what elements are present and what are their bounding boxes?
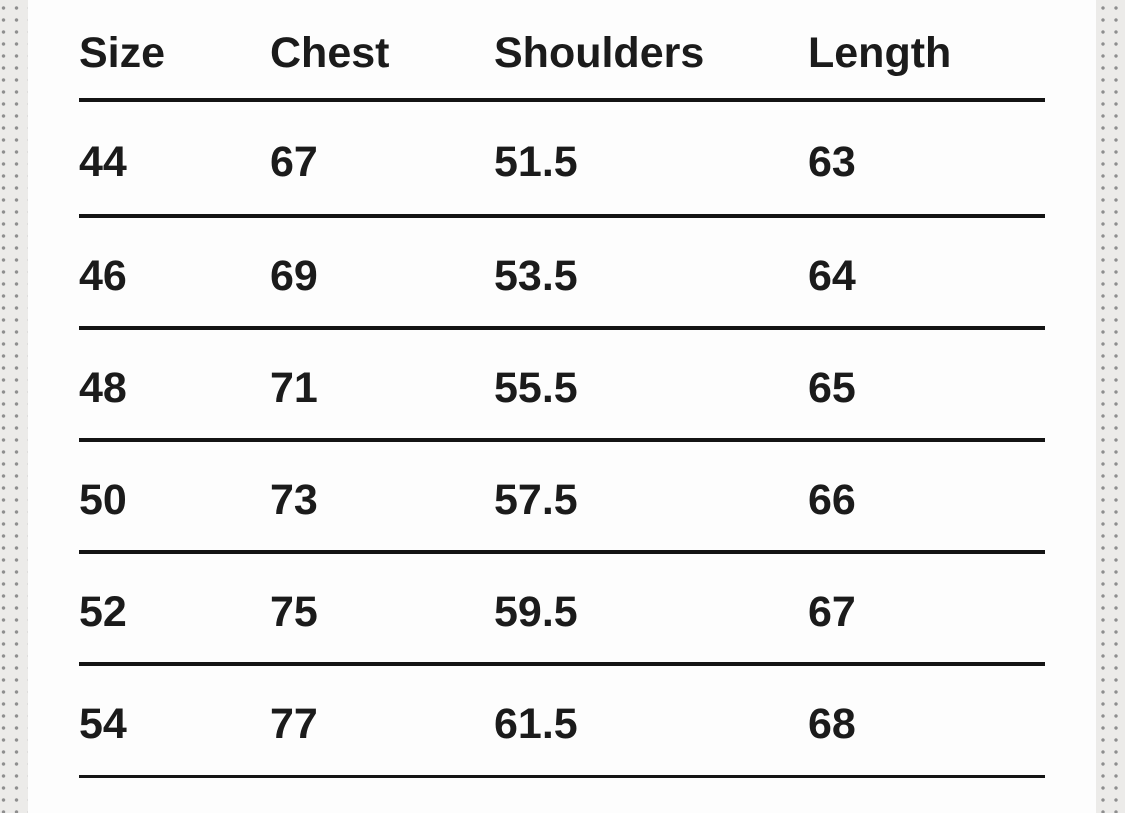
chest-cell: 73 (270, 475, 318, 524)
shoulders-cell: 61.5 (494, 700, 578, 748)
length-cell: 68 (808, 700, 856, 748)
size-cell: 48 (79, 363, 127, 412)
shoulders-cell: 59.5 (494, 587, 578, 636)
shoulders-cell: 51.5 (494, 137, 578, 186)
size-cell: 50 (79, 475, 127, 524)
length-cell: 67 (808, 587, 856, 636)
column-header-length: Length (808, 28, 952, 77)
size-chart-table: Size Chest Shoulders Length 44 67 51.5 6… (79, 0, 1045, 778)
size-chart-row: 44 67 51.5 63 (79, 102, 1045, 218)
chest-cell: 71 (270, 363, 318, 412)
size-chart-row: 52 75 59.5 67 (79, 554, 1045, 666)
column-header-size: Size (79, 28, 166, 77)
size-chart-row: 50 73 57.5 66 (79, 442, 1045, 554)
size-cell: 46 (79, 251, 127, 300)
size-cell: 44 (79, 137, 127, 186)
length-cell: 63 (808, 137, 856, 186)
size-chart-row: 46 69 53.5 64 (79, 218, 1045, 330)
size-chart-row: 48 71 55.5 65 (79, 330, 1045, 442)
length-cell: 64 (808, 251, 856, 300)
size-cell: 54 (79, 700, 127, 748)
dotted-background-left (0, 0, 28, 813)
dotted-background-right (1096, 0, 1125, 813)
chest-cell: 75 (270, 587, 318, 636)
size-chart-header-row: Size Chest Shoulders Length (79, 0, 1045, 102)
column-header-shoulders: Shoulders (494, 28, 705, 77)
chest-cell: 69 (270, 251, 318, 300)
column-header-chest: Chest (270, 28, 390, 77)
shoulders-cell: 57.5 (494, 475, 578, 524)
shoulders-cell: 53.5 (494, 251, 578, 300)
shoulders-cell: 55.5 (494, 363, 578, 412)
size-cell: 52 (79, 587, 127, 636)
length-cell: 65 (808, 363, 856, 412)
chest-cell: 77 (270, 700, 318, 748)
size-chart-row: 54 77 61.5 68 (79, 666, 1045, 778)
chest-cell: 67 (270, 137, 318, 186)
length-cell: 66 (808, 475, 856, 524)
